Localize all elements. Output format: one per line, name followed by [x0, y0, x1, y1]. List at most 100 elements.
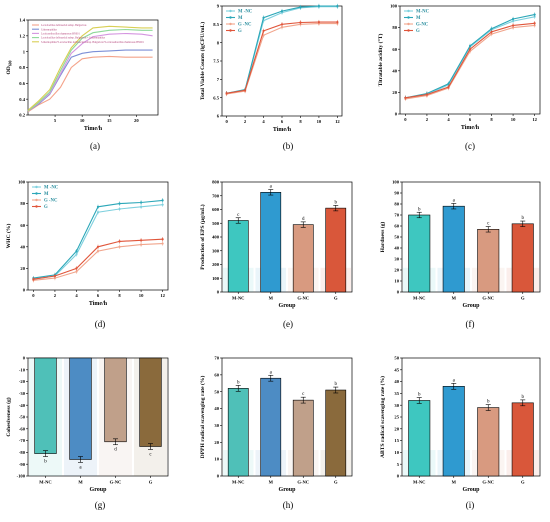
- bar: [408, 400, 431, 477]
- x-tick-label: 12: [160, 293, 165, 298]
- legend-label: Lactobacillus delbrueckii subsp. Bulgari…: [41, 37, 105, 40]
- bar: [292, 224, 314, 293]
- data-point: [243, 89, 247, 92]
- y-tick-label: 20: [394, 426, 399, 431]
- data-point: [280, 10, 284, 13]
- y-tick-label: 40: [394, 246, 399, 251]
- data-point: [404, 96, 407, 99]
- x-tick-label: 8: [490, 117, 493, 122]
- legend-marker: [35, 205, 38, 208]
- significance-letter: b: [522, 216, 525, 221]
- x-tick-label: 12: [335, 119, 340, 124]
- y-axis-title: ABTS radical scavenging rate (%): [379, 376, 386, 458]
- y-tick-label: -10: [19, 367, 26, 372]
- data-point: [139, 205, 143, 208]
- y-tick-label: -50: [19, 415, 26, 420]
- bar: [227, 388, 249, 477]
- y-tick-label: 100: [390, 4, 398, 9]
- series-line: [27, 49, 153, 112]
- legend-label: M: [44, 192, 49, 197]
- y-tick-label: 90: [394, 191, 399, 196]
- y-tick-label: 0: [217, 474, 220, 479]
- y-tick-label: 0: [397, 290, 400, 295]
- bar: [227, 220, 249, 293]
- legend-label: M -NC: [238, 10, 253, 15]
- legend-label: G -NC: [238, 23, 252, 28]
- y-tick-label: 5: [397, 462, 400, 467]
- x-tick-label: 2: [426, 117, 429, 122]
- data-point: [32, 278, 35, 281]
- data-point: [225, 92, 228, 95]
- data-point: [118, 202, 121, 205]
- data-point: [299, 21, 302, 24]
- x-tick-label: 4: [447, 117, 450, 122]
- chart-d: 0 20 40 60 80 100 WHC (%) Time/h 0 2 4 6 8 10 12 M -NCM…: [5, 180, 169, 307]
- chart-b: 6 6.5 7 7.5 8 8.5 9 Total Viable Counts (lgCFU/…: [199, 4, 343, 133]
- series-line: [27, 28, 153, 112]
- data-point: [468, 48, 472, 51]
- series-line: [27, 25, 153, 111]
- y-tick-label: 25: [394, 415, 399, 420]
- y-tick-label: 0.2: [19, 113, 25, 118]
- legend-marker: [229, 22, 232, 26]
- y-tick-label: 60: [394, 224, 399, 229]
- legend-label: S.thermophilus+Lactobacillus delbrueckii…: [41, 41, 145, 44]
- significance-letter: c: [487, 222, 490, 227]
- y-tick-label: 10: [394, 450, 399, 455]
- x-tick-label: M-NC: [232, 296, 245, 301]
- significance-letter: c: [149, 452, 152, 457]
- series-line: [405, 16, 535, 99]
- chart-f: 0 10 20 30 40 50 60 70 80 90 100 Hardness (g) Group b…: [379, 180, 541, 309]
- y-tick-label: 0: [397, 474, 400, 479]
- y-tick-label: 30: [394, 257, 399, 262]
- legend-marker: [407, 22, 410, 26]
- data-point: [447, 85, 450, 89]
- legend-marker: [407, 16, 410, 19]
- panel-label-d: (d): [95, 319, 106, 329]
- legend-label: M-NC: [416, 10, 430, 15]
- y-tick-label: 40: [394, 379, 399, 384]
- significance-letter: c: [302, 392, 305, 397]
- y-tick-label: 30: [394, 403, 399, 408]
- significance-letter: c: [237, 213, 240, 218]
- x-axis-title: Group: [463, 487, 481, 493]
- data-point: [75, 267, 78, 270]
- data-point: [139, 243, 143, 246]
- y-tick-label: 80: [392, 25, 397, 30]
- panel-label-i: (i): [466, 500, 475, 510]
- series-line: [226, 6, 338, 94]
- legend-label: M: [416, 16, 421, 21]
- bar: [511, 402, 534, 477]
- chart-g: -100-90-80-70-60-50-40-30-20-100Cohesive…: [5, 356, 169, 493]
- panel-label-h: (h): [283, 500, 294, 510]
- y-tick-label: 0: [217, 290, 220, 295]
- x-axis-title: Group: [279, 303, 297, 309]
- legend-marker: [35, 198, 38, 202]
- y-tick-label: 0.8: [19, 65, 25, 70]
- bar: [292, 399, 314, 477]
- data-point: [96, 211, 100, 214]
- x-tick-label: G-NC: [297, 296, 309, 301]
- y-tick-label: 50: [394, 235, 399, 240]
- data-point: [511, 24, 515, 27]
- legend-marker: [229, 9, 232, 13]
- y-tick-label: 60: [214, 372, 219, 377]
- y-tick-label: 300: [212, 248, 220, 253]
- y-tick-label: 100: [18, 180, 26, 185]
- data-point: [161, 242, 164, 245]
- x-tick-label: M: [78, 480, 83, 485]
- y-axis-title: Titratable acidity (°T): [377, 33, 384, 86]
- legend-marker: [35, 185, 38, 189]
- y-tick-label: 8: [217, 40, 220, 45]
- x-tick-label: M-NC: [39, 480, 52, 485]
- x-tick-label: G: [521, 296, 525, 301]
- chart-i: 0 5 10 15 20 25 30 35 40 45 50 ABTS radical scaveng…: [379, 356, 541, 493]
- legend-marker: [229, 29, 232, 32]
- data-point: [533, 22, 536, 25]
- data-point: [161, 238, 164, 241]
- data-point: [511, 17, 515, 21]
- y-tick-label: -60: [19, 426, 26, 431]
- significance-letter: b: [418, 207, 421, 212]
- y-tick-label: 10: [394, 279, 399, 284]
